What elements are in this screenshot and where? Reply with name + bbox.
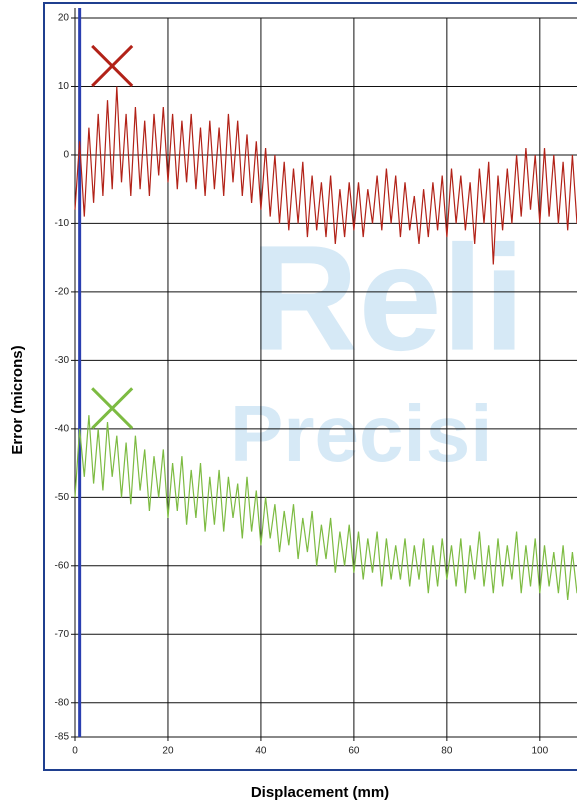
x-tick-label: 100 [531,746,548,757]
y-tick-label: -40 [55,423,70,434]
y-tick-label: -80 [55,697,70,708]
y-tick-label: -20 [55,287,70,298]
y-tick-label: -85 [55,732,70,743]
frame [43,2,577,771]
data-line [74,86,577,265]
y-tick-label: 0 [63,150,69,161]
y-axis-label: Error (microns) [9,345,26,454]
watermark-text: Reli [250,214,525,382]
y-tick-label: 10 [58,81,70,92]
watermark-text: Precisi [230,389,492,478]
y-tick-label: -50 [55,492,70,503]
x-tick-label: 80 [441,746,453,757]
y-tick-label: -70 [55,629,70,640]
x-tick-label: 0 [72,746,78,757]
y-tick-label: -10 [55,218,70,229]
y-tick-label: 20 [58,13,70,24]
y-tick-label: -30 [55,355,70,366]
cross-marker [91,44,134,87]
y-tick-label: -60 [55,560,70,571]
x-axis-label: Displacement (mm) [251,784,389,801]
cross-marker [91,387,134,430]
data-group [74,8,577,737]
data-line [74,415,577,601]
x-tick-label: 60 [348,746,360,757]
x-tick-label: 20 [162,746,174,757]
x-tick-label: 40 [255,746,267,757]
